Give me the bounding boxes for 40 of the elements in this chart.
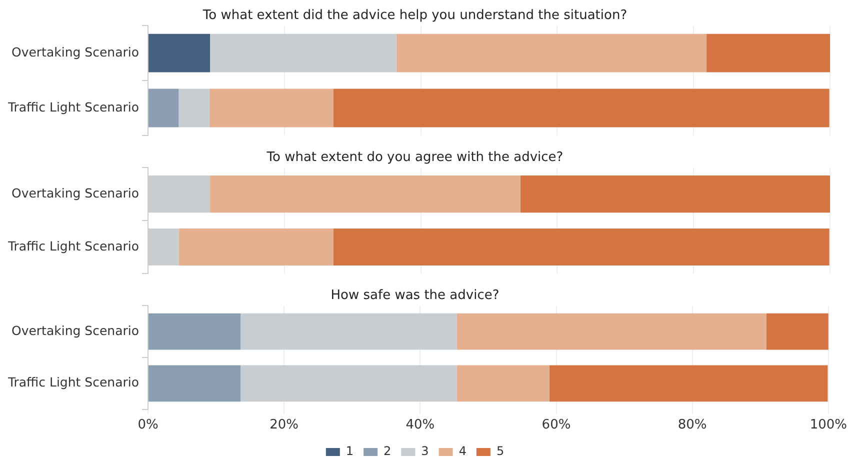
- y-tick-label: Traffic Light Scenario: [6, 238, 139, 254]
- bar: [456, 365, 550, 402]
- bar: [766, 313, 828, 350]
- y-tick-label: Traffic Light Scenario: [6, 99, 139, 114]
- bar: [148, 88, 179, 128]
- y-tick-label: Traffic Light Scenario: [6, 374, 139, 390]
- bar: [456, 313, 766, 350]
- y-tick-label: Overtaking Scenario: [11, 322, 139, 338]
- x-tick-label: 40%: [406, 418, 435, 433]
- x-tick-label: 100%: [810, 418, 848, 433]
- bar: [706, 34, 830, 72]
- x-tick-label: 0%: [138, 418, 158, 433]
- bar: [210, 34, 396, 72]
- x-tick-label: 80%: [678, 418, 707, 433]
- y-tick-label: Overtaking Scenario: [11, 185, 139, 200]
- bar: [240, 313, 457, 350]
- x-tick-label: 60%: [542, 418, 571, 433]
- bar: [178, 88, 210, 128]
- bar: [178, 228, 334, 266]
- legend-label: 3: [421, 444, 429, 458]
- bar: [520, 176, 830, 213]
- chart-title: How safe was the advice?: [330, 288, 500, 304]
- legend-label: 2: [384, 444, 392, 458]
- legend-label: 4: [458, 444, 466, 458]
- y-tick-label: Overtaking Scenario: [11, 44, 139, 60]
- bar: [210, 176, 520, 213]
- bar: [148, 313, 241, 350]
- bar: [240, 365, 457, 402]
- bar: [334, 228, 830, 266]
- bar: [209, 88, 334, 128]
- bar: [396, 34, 707, 72]
- bar: [148, 365, 241, 402]
- x-tick-label: 20%: [270, 418, 299, 433]
- legend-label: 5: [496, 444, 504, 458]
- bar: [549, 365, 828, 402]
- legend-label: 1: [346, 444, 354, 458]
- chart-title: To what extent did the advice help you understand the situation?: [202, 8, 628, 24]
- chart-title: To what extent do you agree with the advice?: [266, 150, 564, 166]
- bar: [334, 88, 830, 128]
- bar: [148, 34, 210, 72]
